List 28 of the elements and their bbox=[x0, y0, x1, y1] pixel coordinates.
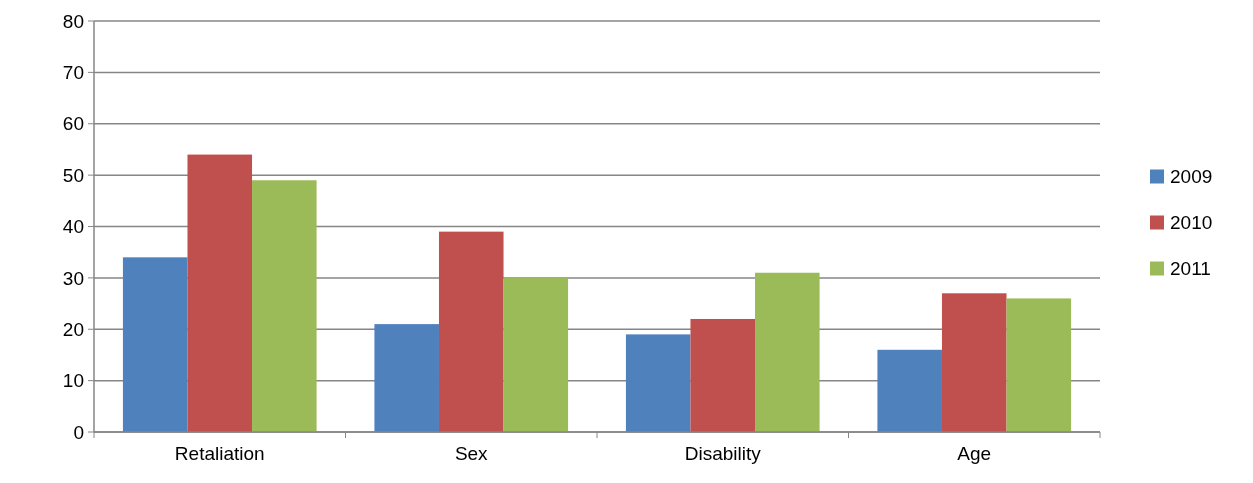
bar bbox=[755, 272, 820, 432]
x-tick-label: Age bbox=[957, 443, 992, 464]
y-tick-label: 30 bbox=[62, 267, 84, 289]
y-tick-label: 40 bbox=[62, 216, 84, 238]
bar bbox=[252, 180, 317, 432]
bar bbox=[374, 324, 439, 432]
legend-label: 2009 bbox=[1170, 166, 1213, 188]
bar bbox=[438, 231, 504, 432]
bar bbox=[877, 349, 942, 432]
y-tick-label: 60 bbox=[62, 113, 84, 135]
bar bbox=[503, 277, 569, 432]
bar bbox=[187, 154, 253, 432]
x-tick-label: Retaliation bbox=[174, 443, 265, 464]
legend-label: 2010 bbox=[1170, 212, 1213, 234]
bar bbox=[122, 257, 188, 432]
x-tick-label: Sex bbox=[454, 443, 489, 464]
bar bbox=[1006, 298, 1072, 432]
x-tick-label: Disability bbox=[684, 443, 762, 464]
bar bbox=[941, 293, 1007, 432]
y-tick-label: 50 bbox=[62, 164, 84, 186]
y-tick-label: 0 bbox=[73, 421, 84, 443]
legend-label: 2011 bbox=[1170, 258, 1211, 280]
bar bbox=[625, 334, 691, 432]
y-tick-label: 10 bbox=[62, 370, 84, 392]
y-tick-label: 70 bbox=[62, 62, 84, 84]
y-tick-label: 20 bbox=[62, 318, 84, 340]
y-tick-label: 80 bbox=[62, 10, 84, 32]
bar bbox=[690, 318, 756, 432]
